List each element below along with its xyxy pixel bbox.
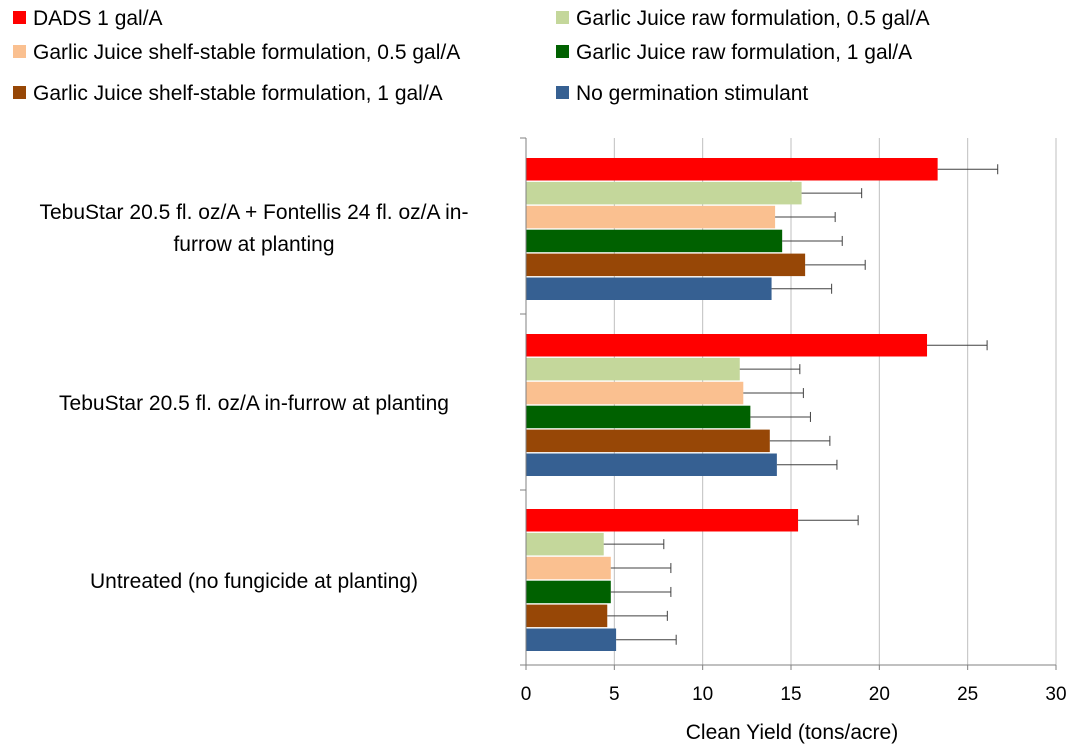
error-bar bbox=[616, 634, 677, 645]
x-tick-label: 0 bbox=[521, 684, 532, 705]
legend-label: Garlic Juice raw formulation, 1 gal/A bbox=[576, 41, 912, 64]
legend-label: No germination stimulant bbox=[576, 82, 808, 105]
x-tick-label: 5 bbox=[609, 684, 620, 705]
error-bar bbox=[937, 164, 999, 175]
bar bbox=[526, 509, 799, 532]
bar bbox=[526, 628, 617, 651]
bar bbox=[526, 556, 611, 580]
bar bbox=[526, 604, 608, 628]
legend-label: Garlic Juice raw formulation, 0.5 gal/A bbox=[576, 7, 930, 30]
bar bbox=[526, 381, 744, 405]
x-tick-label: 20 bbox=[869, 684, 890, 705]
bar bbox=[526, 277, 772, 300]
category-labels: TebuStar 20.5 fl. oz/A + Fontellis 24 fl… bbox=[40, 201, 469, 593]
error-bar bbox=[798, 515, 859, 526]
bar bbox=[526, 429, 770, 453]
error-bar bbox=[610, 586, 672, 597]
error-bar bbox=[743, 388, 804, 399]
legend-swatch bbox=[556, 11, 569, 24]
bar-series bbox=[526, 158, 938, 651]
legend-label: Garlic Juice shelf-stable formulation, 0… bbox=[33, 41, 460, 64]
category-label: Untreated (no fungicide at planting) bbox=[90, 570, 418, 593]
error-bar bbox=[610, 563, 672, 574]
bar bbox=[526, 580, 611, 604]
legend-swatch bbox=[13, 45, 26, 58]
error-bar bbox=[750, 411, 811, 422]
error-bar bbox=[775, 212, 836, 223]
bar bbox=[526, 357, 740, 381]
error-bar bbox=[769, 435, 831, 446]
error-bar bbox=[801, 188, 863, 199]
legend-label: Garlic Juice shelf-stable formulation, 1… bbox=[33, 82, 443, 105]
bar bbox=[526, 253, 806, 277]
bar bbox=[526, 453, 777, 476]
bar bbox=[526, 334, 928, 357]
x-tick-label: 15 bbox=[780, 684, 801, 705]
bar bbox=[526, 181, 802, 205]
legend-label: DADS 1 gal/A bbox=[33, 7, 163, 30]
error-bar bbox=[805, 259, 866, 270]
category-label: TebuStar 20.5 fl. oz/A in-furrow at plan… bbox=[59, 392, 449, 415]
bar bbox=[526, 405, 751, 429]
error-bar bbox=[739, 364, 801, 375]
error-bar bbox=[771, 283, 833, 294]
error-bar bbox=[607, 610, 668, 621]
legend-swatch bbox=[556, 45, 569, 58]
chart-legend: DADS 1 gal/A Garlic Juice raw formulation… bbox=[13, 7, 930, 105]
error-bar bbox=[782, 235, 843, 246]
legend-swatch bbox=[556, 86, 569, 99]
bar bbox=[526, 158, 938, 181]
error-bar bbox=[603, 539, 665, 550]
x-axis-title: Clean Yield (tons/acre) bbox=[686, 721, 898, 744]
error-bars bbox=[603, 164, 999, 645]
x-tick-label: 30 bbox=[1045, 684, 1066, 705]
x-tick-label: 10 bbox=[692, 684, 713, 705]
legend-swatch bbox=[13, 11, 26, 24]
error-bar bbox=[776, 459, 838, 470]
legend-swatch bbox=[13, 86, 26, 99]
category-label: furrow at planting bbox=[173, 233, 334, 256]
bar bbox=[526, 205, 776, 229]
bar bbox=[526, 532, 604, 556]
error-bar bbox=[927, 340, 988, 351]
category-label: TebuStar 20.5 fl. oz/A + Fontellis 24 fl… bbox=[40, 201, 469, 224]
x-tick-label: 25 bbox=[957, 684, 978, 705]
bar bbox=[526, 229, 783, 253]
axes bbox=[520, 137, 1057, 670]
x-tick-labels: 0 5 10 15 20 25 30 bbox=[521, 684, 1067, 705]
